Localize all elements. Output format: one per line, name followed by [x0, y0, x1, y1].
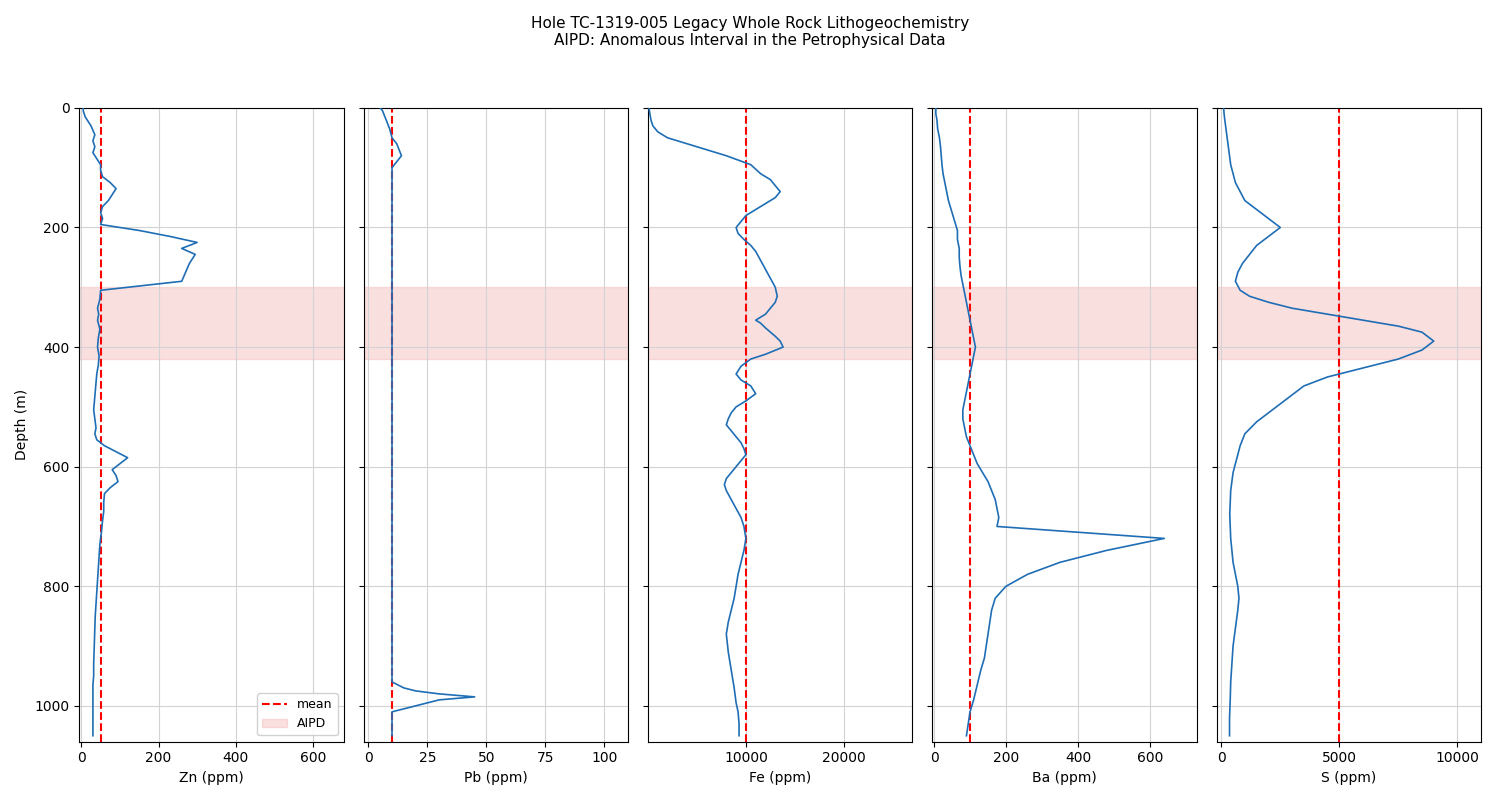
X-axis label: Zn (ppm): Zn (ppm): [178, 771, 244, 785]
Bar: [933, 287, 1197, 359]
Y-axis label: Depth (m): Depth (m): [15, 390, 28, 460]
Bar: [80, 287, 344, 359]
Bar: [648, 287, 912, 359]
X-axis label: Fe (ppm): Fe (ppm): [748, 771, 812, 785]
X-axis label: Ba (ppm): Ba (ppm): [1032, 771, 1096, 785]
Legend: mean, AIPD: mean, AIPD: [256, 694, 338, 735]
Text: Hole TC-1319-005 Legacy Whole Rock Lithogeochemistry
AIPD: Anomalous Interval in: Hole TC-1319-005 Legacy Whole Rock Litho…: [531, 16, 969, 48]
Bar: [1216, 287, 1480, 359]
X-axis label: Pb (ppm): Pb (ppm): [464, 771, 528, 785]
X-axis label: S (ppm): S (ppm): [1322, 771, 1377, 785]
Bar: [363, 287, 628, 359]
